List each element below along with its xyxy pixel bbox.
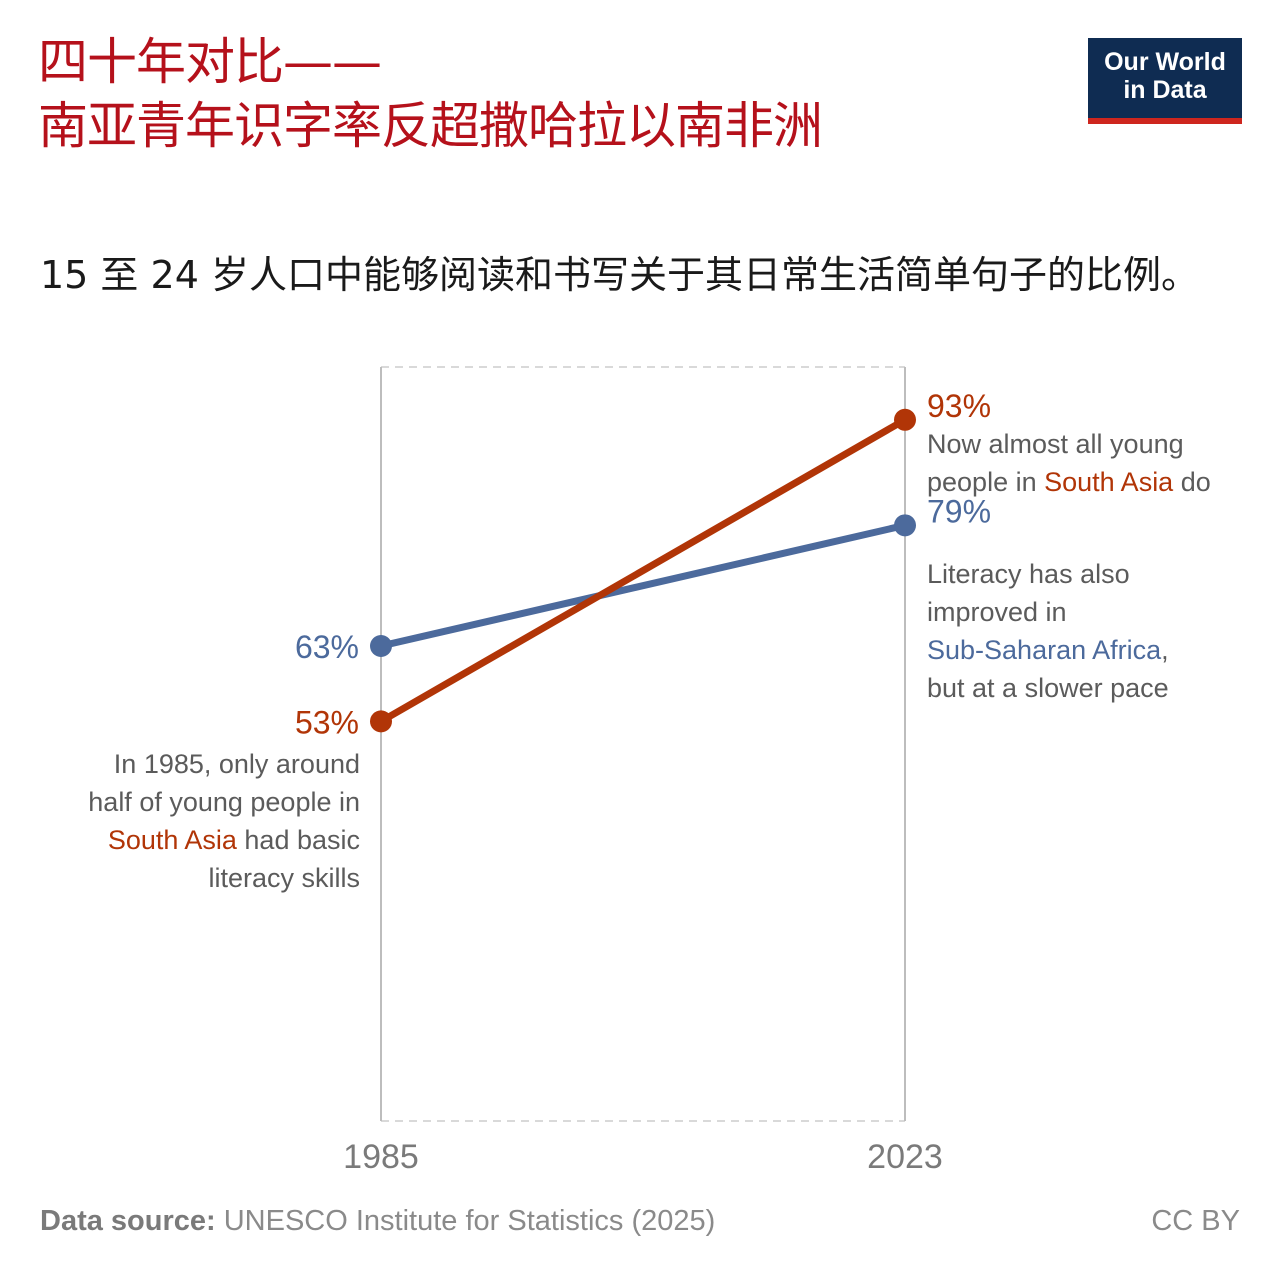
point-south-asia-1985[interactable] bbox=[370, 710, 392, 733]
logo-line-1: Our World bbox=[1104, 48, 1226, 76]
chart-title: 四十年对比—— 南亚青年识字率反超撒哈拉以南非洲 bbox=[38, 30, 823, 158]
point-south-asia-2023[interactable] bbox=[894, 408, 916, 431]
annotation-south-asia-1985: In 1985, only around half of young peopl… bbox=[88, 749, 360, 893]
series-line-sub-saharan-africa bbox=[377, 521, 909, 650]
data-source: Data source: UNESCO Institute for Statis… bbox=[40, 1205, 715, 1238]
chart-subtitle: 15 至 24 岁人口中能够阅读和书写关于其日常生活简单句子的比例。 bbox=[40, 253, 1199, 297]
logo-accent-bar bbox=[1088, 118, 1242, 124]
highlight-south-asia: South Asia bbox=[107, 825, 237, 855]
point-sub-saharan-africa-2023[interactable] bbox=[894, 514, 916, 537]
our-world-in-data-logo[interactable]: Our World in Data bbox=[1088, 38, 1242, 124]
series-line-south-asia bbox=[377, 416, 909, 725]
x-tick-2023: 2023 bbox=[867, 1138, 943, 1176]
data-source-text[interactable]: UNESCO Institute for Statistics (2025) bbox=[215, 1205, 716, 1237]
highlight-sub-saharan-africa: Sub-Saharan Africa bbox=[927, 635, 1162, 665]
license-label[interactable]: CC BY bbox=[1151, 1205, 1240, 1237]
label-sub-saharan-africa-2023: 79% bbox=[927, 493, 991, 529]
label-sub-saharan-africa-1985: 63% bbox=[295, 629, 359, 665]
annotation-sub-saharan-africa-2023: Literacy has also improved in Sub-Sahara… bbox=[927, 559, 1169, 703]
highlight-south-asia: South Asia bbox=[1044, 467, 1174, 497]
label-south-asia-1985: 53% bbox=[295, 704, 359, 740]
label-south-asia-2023: 93% bbox=[927, 388, 991, 424]
annotation-south-asia-2023: Now almost all young people in South Asi… bbox=[927, 429, 1211, 497]
data-source-label: Data source: bbox=[40, 1205, 216, 1237]
point-sub-saharan-africa-1985[interactable] bbox=[370, 634, 392, 657]
title-line-1: 四十年对比—— bbox=[38, 33, 382, 91]
title-line-2: 南亚青年识字率反超撒哈拉以南非洲 bbox=[38, 97, 823, 155]
x-tick-1985: 1985 bbox=[343, 1138, 419, 1176]
logo-line-2: in Data bbox=[1123, 76, 1207, 104]
